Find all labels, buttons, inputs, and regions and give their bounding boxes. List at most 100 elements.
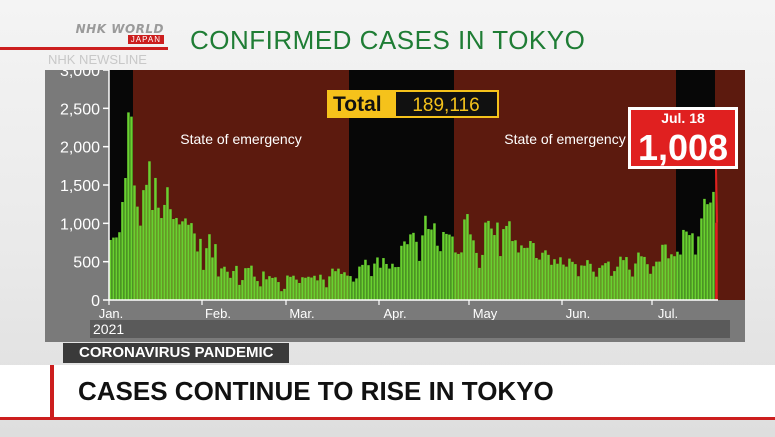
data-bar [619, 256, 622, 300]
y-tick-label: 0 [91, 293, 100, 310]
data-bar [229, 277, 232, 300]
data-bar [376, 257, 379, 300]
data-bar [427, 229, 430, 300]
x-tick-label: Jul. [658, 306, 678, 321]
data-bar [265, 279, 268, 300]
data-bar [394, 267, 397, 300]
data-bar [499, 256, 502, 300]
x-tick-label: Mar. [289, 306, 314, 321]
latest-value-bg [631, 126, 735, 166]
chart-panel: State of emergency State of emergency 0 500… [45, 70, 745, 342]
data-bar [379, 267, 382, 300]
data-bar [568, 258, 571, 300]
data-bar [550, 264, 553, 300]
data-bar [436, 245, 439, 300]
total-label: Total [333, 93, 382, 116]
data-bar [544, 250, 547, 300]
data-bar [487, 220, 490, 300]
data-bar [559, 257, 562, 300]
data-bar [643, 256, 646, 300]
data-bar [493, 235, 496, 300]
data-bar [115, 237, 118, 300]
data-bar [280, 291, 283, 300]
data-bar [595, 276, 598, 300]
data-bar [571, 261, 574, 300]
data-bar [301, 277, 304, 300]
data-bar [235, 265, 238, 300]
data-bar [283, 288, 286, 300]
data-bar [193, 233, 196, 300]
headline-accent [50, 365, 54, 417]
data-bar [415, 241, 418, 300]
data-bar [133, 185, 136, 300]
data-bar [220, 268, 223, 300]
data-bar [526, 247, 529, 300]
data-bar [682, 229, 685, 300]
x-tick-label: Jan. [99, 306, 124, 321]
data-bar [172, 219, 175, 300]
data-bar [712, 191, 715, 300]
latest-value: 1,008 [638, 127, 728, 168]
data-bar [424, 215, 427, 300]
data-bar [652, 266, 655, 300]
data-bar [259, 286, 262, 300]
data-bar [688, 235, 691, 300]
data-bar [349, 276, 352, 300]
data-bar [298, 282, 301, 300]
data-bar [112, 237, 115, 300]
data-bar [238, 284, 241, 300]
data-bar [136, 206, 139, 300]
emergency-band [133, 70, 349, 300]
data-bar [556, 263, 559, 300]
data-bar [142, 190, 145, 300]
data-bar [592, 271, 595, 300]
headline-text: CASES CONTINUE TO RISE IN TOKYO [78, 376, 554, 406]
nhk-world-logo: NHK WORLD JAPAN NHK NEWSLINE [0, 22, 168, 67]
data-bar [520, 245, 523, 300]
data-bar [634, 263, 637, 300]
data-bar [706, 204, 709, 300]
data-bar [598, 267, 601, 300]
data-bar [388, 268, 391, 300]
logo-text: NHK WORLD [75, 22, 164, 36]
data-bar [391, 263, 394, 300]
data-bar [613, 271, 616, 300]
data-bar [514, 240, 517, 300]
year-label: 2021 [93, 321, 124, 337]
data-bar [232, 271, 235, 300]
data-bar [538, 259, 541, 300]
data-bar [310, 277, 313, 300]
data-bar [616, 266, 619, 300]
data-bar [565, 266, 568, 300]
data-bar [460, 252, 463, 300]
data-bar [127, 112, 130, 300]
data-bar [400, 245, 403, 300]
data-bar [316, 280, 319, 300]
data-bar [658, 261, 661, 300]
data-bar [601, 265, 604, 300]
data-bar [574, 264, 577, 300]
data-bar [337, 268, 340, 300]
data-bar [370, 276, 373, 300]
data-bar [313, 275, 316, 300]
data-bar [307, 276, 310, 300]
data-bar [532, 243, 535, 300]
data-bar [481, 254, 484, 300]
data-bar [157, 207, 160, 300]
data-bar [673, 256, 676, 300]
data-bar [166, 187, 169, 300]
data-bar [196, 251, 199, 300]
cases-chart: State of emergency State of emergency 0 500… [60, 70, 745, 338]
data-bar [715, 222, 718, 300]
data-bar [583, 265, 586, 300]
data-bar [151, 209, 154, 300]
category-label: CORONAVIRUS PANDEMIC [63, 343, 290, 363]
total-value: 189,116 [412, 95, 479, 116]
x-tick-label: May [473, 306, 498, 321]
data-bar [430, 229, 433, 300]
data-bar [529, 241, 532, 300]
y-tick-label: 1,500 [60, 178, 100, 195]
data-bar [154, 177, 157, 300]
data-bar [364, 259, 367, 300]
data-bar [508, 221, 511, 300]
